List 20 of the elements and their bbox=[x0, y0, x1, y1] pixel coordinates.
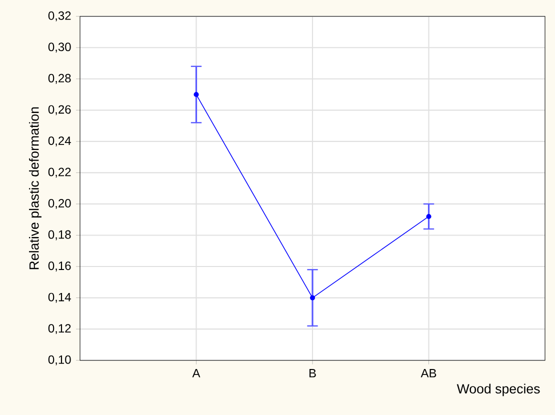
y-tick-label: 0,22 bbox=[48, 168, 71, 178]
y-axis-title: Relative plastic deformation bbox=[29, 107, 42, 270]
y-tick-label: 0,32 bbox=[48, 11, 71, 22]
x-axis-title: Wood species bbox=[456, 384, 540, 396]
y-tick-label: 0,30 bbox=[48, 42, 71, 53]
y-tick-label: 0,26 bbox=[48, 105, 71, 116]
point bbox=[426, 214, 432, 220]
x-tick-label: B bbox=[309, 369, 316, 378]
y-tick-label: 0,28 bbox=[48, 74, 71, 84]
y-tick-label: 0,16 bbox=[48, 262, 71, 272]
y-tick-label: 0,20 bbox=[48, 199, 71, 209]
y-tick-label: 0,18 bbox=[48, 230, 71, 240]
point bbox=[194, 92, 199, 98]
y-tick-label: 0,24 bbox=[48, 136, 71, 146]
y-tick-label: 0,14 bbox=[48, 292, 71, 303]
y-tick-label: 0,12 bbox=[48, 324, 71, 334]
point bbox=[310, 295, 316, 300]
x-tick-label: AB bbox=[420, 369, 436, 378]
y-tick-label: 0,10 bbox=[48, 355, 71, 366]
x-tick-label: A bbox=[192, 369, 200, 378]
